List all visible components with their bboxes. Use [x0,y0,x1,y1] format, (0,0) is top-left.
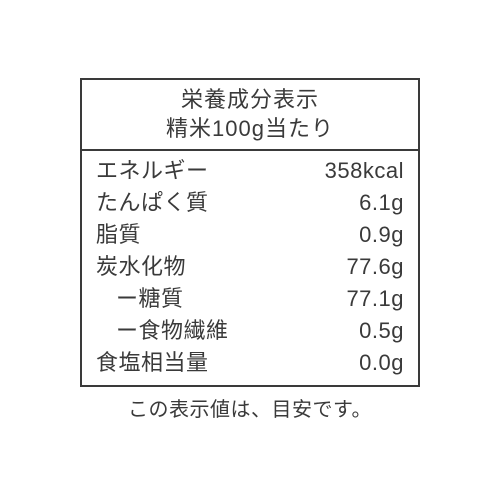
row-value: 0.9g [359,219,404,251]
row-label: たんぱく質 [96,187,209,219]
row-value: 6.1g [359,187,404,219]
row-label: 炭水化物 [96,251,186,283]
table-row: 食塩相当量 0.0g [96,347,404,379]
row-value: 0.0g [359,347,404,379]
row-value: 358kcal [325,155,404,187]
table-row: 炭水化物 77.6g [96,251,404,283]
row-label: ー食物繊維 [96,315,229,347]
header-subtitle: 精米100g当たり [82,115,418,144]
row-label: 食塩相当量 [96,347,209,379]
table-row: ー食物繊維 0.5g [96,315,404,347]
row-value: 77.6g [346,251,404,283]
nutrition-facts-table: 栄養成分表示 精米100g当たり エネルギー 358kcal たんぱく質 6.1… [80,78,420,386]
row-label: エネルギー [96,155,209,187]
header-title: 栄養成分表示 [82,86,418,115]
row-label: ー糖質 [96,283,184,315]
row-value: 77.1g [346,283,404,315]
footnote-text: この表示値は、目安です。 [80,393,420,422]
row-label: 脂質 [96,219,141,251]
table-row: 脂質 0.9g [96,219,404,251]
table-row: たんぱく質 6.1g [96,187,404,219]
table-row: エネルギー 358kcal [96,155,404,187]
row-value: 0.5g [359,315,404,347]
table-row: ー糖質 77.1g [96,283,404,315]
table-rows: エネルギー 358kcal たんぱく質 6.1g 脂質 0.9g 炭水化物 77… [82,151,418,384]
table-header: 栄養成分表示 精米100g当たり [82,80,418,151]
